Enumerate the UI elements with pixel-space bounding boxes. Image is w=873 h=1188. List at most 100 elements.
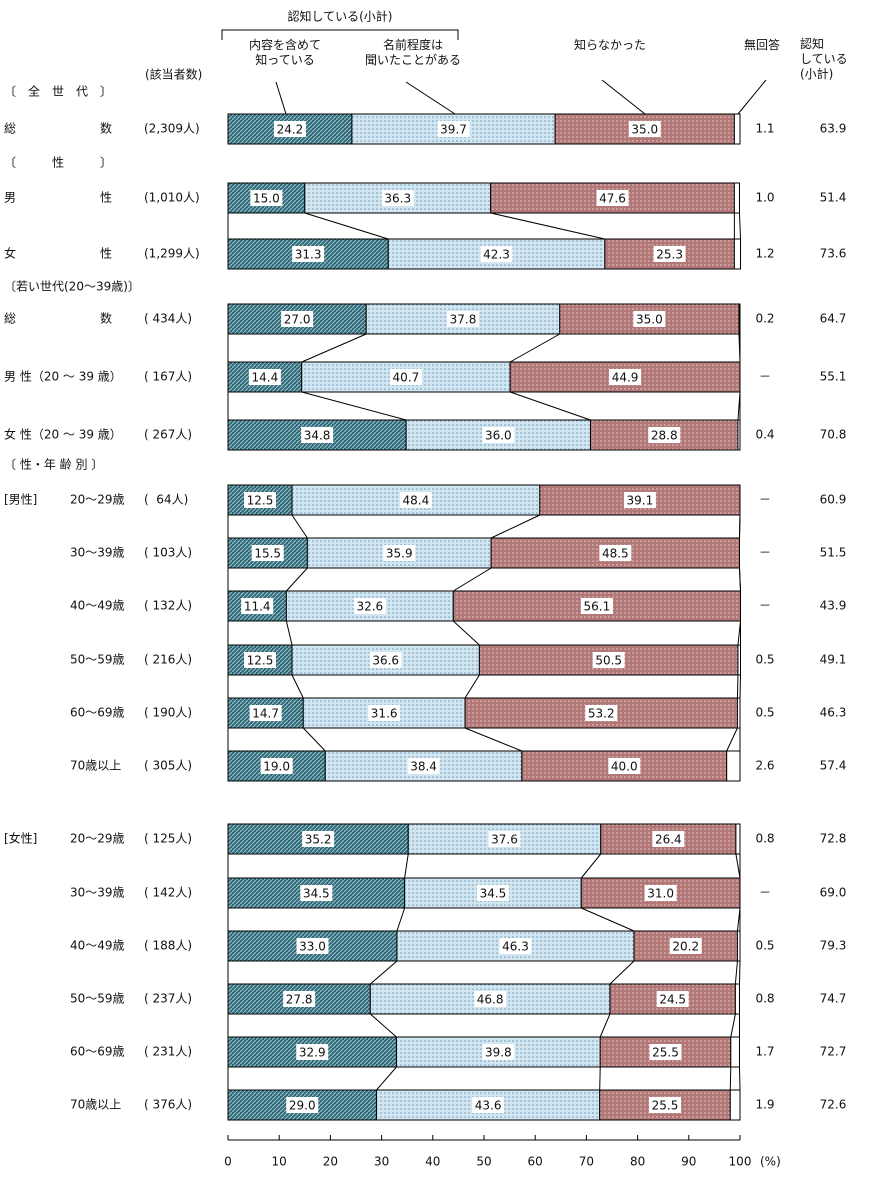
bar-segment (730, 1036, 740, 1068)
value-label: 12.5 (247, 494, 274, 508)
value-label: 32.9 (299, 1046, 326, 1060)
row-count: ( 142人) (144, 886, 192, 900)
row-count: (1,010人) (144, 191, 200, 205)
subtotal-label: 46.3 (820, 706, 847, 720)
label-box (628, 121, 661, 137)
value-label: 25.3 (656, 248, 683, 262)
row-count: ( 190人) (144, 706, 192, 720)
bar-segment (733, 182, 740, 214)
value-label: 37.8 (450, 313, 477, 327)
connector (509, 391, 591, 421)
subtotal-label: 73.6 (820, 247, 847, 261)
subtotal-label: 51.4 (820, 191, 847, 205)
legend-label: 知らなかった (573, 38, 646, 52)
group-label: [男性] (4, 493, 37, 507)
connector (304, 212, 389, 240)
subtotal-label: 49.1 (820, 653, 847, 667)
row-count: ( 305人) (144, 759, 192, 773)
x-tick-label: 70 (579, 1155, 594, 1169)
value-label: 25.5 (652, 1099, 679, 1113)
value-label: 0.5 (755, 939, 774, 953)
label-box (648, 427, 681, 443)
bar-segment (365, 303, 561, 335)
bar-segment (737, 419, 741, 451)
connector (452, 620, 480, 646)
label-box (389, 369, 422, 385)
value-label: 1.2 (755, 247, 774, 261)
row-count: ( 167人) (144, 370, 192, 384)
row-label: 30～39歳 (70, 886, 125, 900)
row-label: 30～39歳 (70, 546, 125, 560)
row-label: 60～69歳 (70, 1045, 125, 1059)
connector (370, 960, 398, 985)
label-box (580, 598, 613, 614)
value-label: 40.0 (611, 760, 638, 774)
legend-label: 無回答 (743, 38, 780, 52)
value-label: 1.1 (755, 122, 774, 136)
value-label: 29.0 (289, 1099, 316, 1113)
label-box (599, 545, 632, 561)
row-label: 70歳以上 (70, 759, 121, 773)
value-label: 1.0 (755, 191, 774, 205)
label-box (241, 598, 274, 614)
value-label: 15.0 (253, 192, 280, 206)
bar-segment (733, 113, 741, 145)
value-label: 35.0 (631, 123, 658, 137)
label-box (302, 831, 335, 847)
value-label: 19.0 (263, 760, 290, 774)
connector (291, 674, 304, 699)
row-count: ( 132人) (144, 599, 192, 613)
value-label: 47.6 (599, 192, 626, 206)
legend-label: 名前程度は 聞いたことがある (364, 38, 461, 67)
value-label: 34.5 (480, 887, 507, 901)
value-label: 0.4 (755, 428, 774, 442)
x-tick-label: 40 (425, 1155, 440, 1169)
value-label: 2.6 (755, 759, 774, 773)
section-label: 〔若い世代(20～39歳)〕 (4, 280, 140, 294)
label-box (244, 492, 276, 508)
label-box (292, 246, 325, 262)
value-label: 36.3 (384, 192, 411, 206)
value-label: 36.6 (372, 654, 399, 668)
connector (490, 514, 541, 539)
x-tick-label: 0 (224, 1155, 232, 1169)
row-label: 60～69歳 (70, 706, 125, 720)
pointer-lines (275, 79, 767, 115)
x-tick-label: 90 (681, 1155, 696, 1169)
label-box (383, 545, 416, 561)
value-label: 39.8 (485, 1046, 512, 1060)
connector (464, 674, 480, 699)
value-label: 34.5 (303, 887, 330, 901)
value-label: 14.7 (252, 707, 279, 721)
row-count: ( 188人) (144, 939, 192, 953)
value-label: 46.3 (502, 940, 529, 954)
group-label: [女性] (4, 831, 37, 846)
bar-segment (227, 238, 389, 270)
connector (599, 1066, 601, 1091)
connector (404, 853, 409, 879)
value-label: 35.2 (305, 833, 332, 847)
value-label: 37.6 (491, 833, 518, 847)
connector (739, 674, 742, 699)
connector (730, 1013, 736, 1038)
label-box (644, 885, 677, 901)
connector (738, 960, 741, 985)
connector (736, 674, 739, 699)
row-label: 男 性 (4, 191, 112, 205)
subtotal-label: 63.9 (820, 122, 847, 136)
label-box (482, 1044, 515, 1060)
label-box (273, 121, 306, 137)
label-box (474, 991, 507, 1007)
value-label: 24.5 (659, 993, 686, 1007)
row-label: 50～59歳 (70, 992, 125, 1006)
label-box (609, 369, 642, 385)
row-label: 総 数 (4, 121, 112, 136)
row-count: ( 64人) (144, 493, 188, 507)
value-label: 0.8 (755, 832, 774, 846)
label-box (482, 427, 515, 443)
connector (599, 1013, 611, 1038)
label-box (488, 831, 521, 847)
connector (735, 853, 741, 879)
value-label: 46.8 (477, 993, 504, 1007)
